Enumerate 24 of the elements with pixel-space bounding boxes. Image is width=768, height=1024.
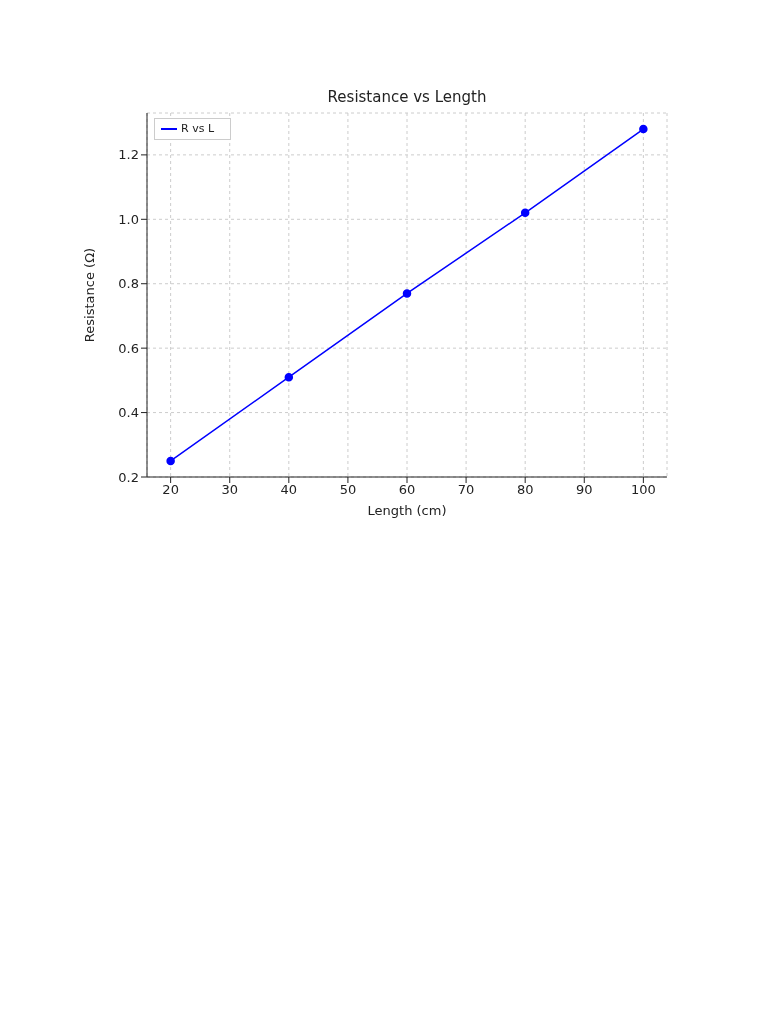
y-tick-label: 0.2	[118, 469, 139, 485]
legend-label: R vs L	[181, 122, 215, 135]
x-tick-label: 60	[398, 482, 416, 498]
chart-title: Resistance vs Length	[326, 88, 488, 108]
x-tick-label: 90	[576, 482, 593, 498]
x-tick-label: 50	[339, 482, 357, 498]
x-tick-label: 20	[162, 482, 179, 498]
y-tick-label: 1.0	[118, 211, 139, 227]
point	[166, 456, 175, 466]
point	[639, 124, 648, 134]
y-tick-label: 1.2	[118, 147, 139, 163]
y-tick-label: 0.6	[118, 340, 139, 356]
x-tick-label: 70	[457, 482, 475, 498]
x-tick-label: 30	[221, 482, 238, 498]
point	[402, 289, 412, 298]
x-axis-title: Length (cm)	[367, 503, 447, 518]
point	[284, 372, 294, 382]
point	[520, 208, 530, 218]
x-tick-label: 80	[516, 482, 534, 498]
y-tick-label: 0.8	[118, 276, 139, 292]
y-axis-title: Resistance (Ω)	[81, 247, 97, 343]
x-tick-label: 100	[630, 482, 656, 498]
y-tick-label: 0.4	[118, 405, 139, 421]
x-tick-label: 40	[280, 482, 298, 498]
